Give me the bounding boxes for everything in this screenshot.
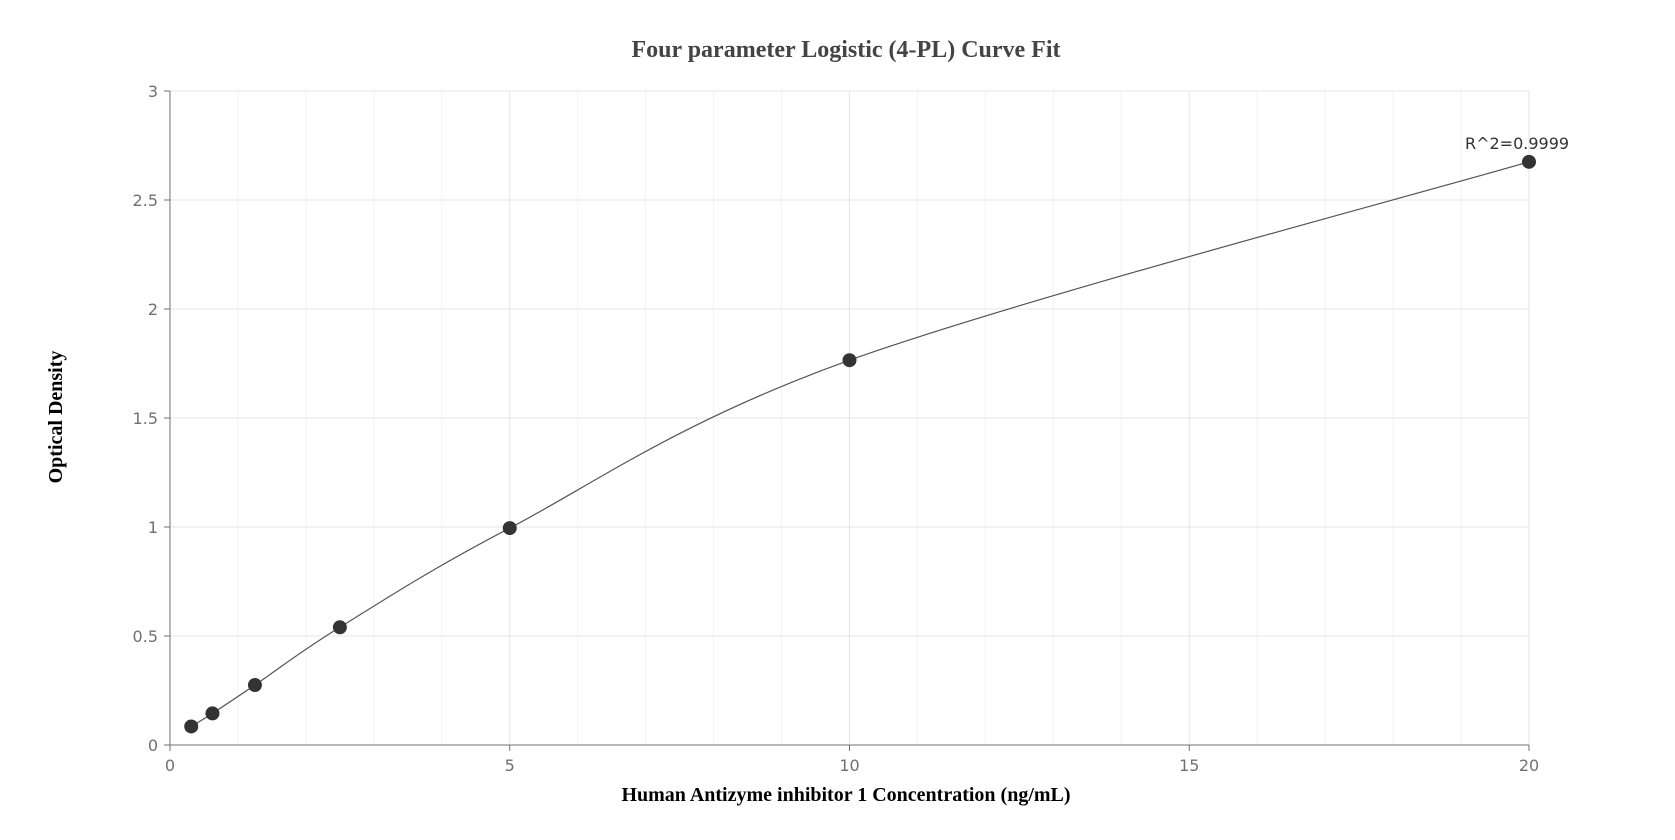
data-point[interactable] xyxy=(1522,154,1536,169)
y-tick-label: 2 xyxy=(148,300,158,319)
data-point[interactable] xyxy=(502,521,517,536)
y-tick-label: 0.5 xyxy=(133,627,158,646)
x-tick-label: 10 xyxy=(839,756,859,775)
chart-title: Four parameter Logistic (4-PL) Curve Fit xyxy=(631,37,1060,63)
y-tick-label: 3 xyxy=(148,82,158,101)
data-point[interactable] xyxy=(205,706,220,721)
data-points xyxy=(184,154,1536,734)
x-tick-label: 20 xyxy=(1519,756,1539,775)
y-tick-label: 1 xyxy=(148,518,158,537)
x-axis-ticks: 0 5 10 15 20 xyxy=(165,745,1539,775)
data-point[interactable] xyxy=(332,620,347,635)
y-tick-label: 2.5 xyxy=(133,191,158,210)
x-tick-label: 15 xyxy=(1179,756,1199,775)
y-tick-label: 0 xyxy=(148,736,158,755)
data-point[interactable] xyxy=(842,353,857,368)
x-axis-title: Human Antizyme inhibitor 1 Concentration… xyxy=(621,784,1070,806)
x-tick-label: 5 xyxy=(505,756,515,775)
fit-curve xyxy=(190,161,1530,727)
x-tick-label: 0 xyxy=(165,756,175,775)
r-squared-annotation: R^2=0.9999 xyxy=(1465,134,1569,153)
y-tick-label: 1.5 xyxy=(133,409,158,428)
y-axis-ticks: 0 0.5 1 1.5 2 2.5 3 xyxy=(133,82,170,755)
data-point[interactable] xyxy=(184,719,199,734)
major-grid xyxy=(170,90,1530,745)
data-point[interactable] xyxy=(247,678,262,693)
y-axis-title: Optical Density xyxy=(45,351,67,484)
